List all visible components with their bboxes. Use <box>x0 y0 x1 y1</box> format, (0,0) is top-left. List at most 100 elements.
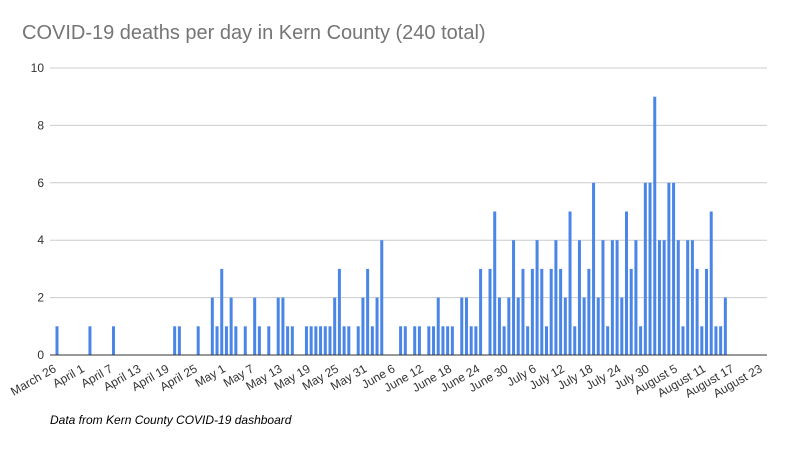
bar <box>304 326 308 355</box>
bar <box>337 268 341 355</box>
bar <box>662 240 666 355</box>
bar <box>596 297 600 355</box>
bar <box>450 326 454 355</box>
bar <box>643 182 647 355</box>
bar <box>573 326 577 355</box>
bar <box>620 297 624 355</box>
bar <box>559 268 563 355</box>
bar <box>370 326 374 355</box>
bar <box>639 326 643 355</box>
bar <box>441 326 445 355</box>
chart-title: COVID-19 deaths per day in Kern County (… <box>22 22 486 44</box>
bar <box>676 240 680 355</box>
bar <box>610 240 614 355</box>
bar <box>592 182 596 355</box>
bar <box>625 211 629 355</box>
bar <box>215 326 219 355</box>
bar <box>493 211 497 355</box>
y-axis-ticks: 0 2 4 6 8 10 <box>31 61 45 362</box>
bar <box>672 182 676 355</box>
bar <box>276 297 280 355</box>
bars <box>55 96 727 355</box>
bar <box>286 326 290 355</box>
bar <box>695 268 699 355</box>
bar <box>436 297 440 355</box>
bar <box>526 326 530 355</box>
y-tick-label: 2 <box>37 291 44 305</box>
bar <box>648 182 652 355</box>
bar <box>681 326 685 355</box>
bar <box>653 96 657 355</box>
bar <box>309 326 313 355</box>
bar <box>568 211 572 355</box>
bar <box>328 326 332 355</box>
bar <box>55 326 59 355</box>
bar <box>267 326 271 355</box>
bar <box>587 268 591 355</box>
bar <box>690 240 694 355</box>
bar <box>403 326 407 355</box>
bar <box>347 326 351 355</box>
bar <box>709 211 713 355</box>
bar <box>615 240 619 355</box>
bar <box>577 240 581 355</box>
bar <box>173 326 177 355</box>
bar <box>229 297 233 355</box>
bar <box>88 326 92 355</box>
bar <box>657 240 661 355</box>
bar <box>196 326 200 355</box>
bar <box>719 326 723 355</box>
bar <box>224 326 228 355</box>
source-note: Data from Kern County COVID-19 dashboard <box>50 413 292 427</box>
bar <box>544 326 548 355</box>
bar <box>507 297 511 355</box>
bar <box>535 240 539 355</box>
bar <box>723 297 727 355</box>
bar <box>281 297 285 355</box>
bar <box>549 268 553 355</box>
bar <box>290 326 294 355</box>
bar <box>516 297 520 355</box>
bar <box>111 326 115 355</box>
y-tick-label: 6 <box>37 176 44 190</box>
bar <box>257 326 261 355</box>
bar <box>399 326 403 355</box>
bar <box>460 297 464 355</box>
y-tick-label: 0 <box>37 348 44 362</box>
bar <box>629 268 633 355</box>
bar <box>563 297 567 355</box>
bar <box>521 268 525 355</box>
bar <box>361 297 365 355</box>
bar <box>700 326 704 355</box>
bar <box>413 326 417 355</box>
bar <box>417 326 421 355</box>
bar <box>342 326 346 355</box>
bar <box>497 297 501 355</box>
bar <box>314 326 318 355</box>
bar <box>667 182 671 355</box>
bar <box>243 326 247 355</box>
bar <box>333 297 337 355</box>
bar <box>366 268 370 355</box>
bar <box>469 326 473 355</box>
bar <box>530 268 534 355</box>
bar <box>488 268 492 355</box>
bar <box>446 326 450 355</box>
bar <box>234 326 238 355</box>
bar <box>177 326 181 355</box>
bar <box>319 326 323 355</box>
bar <box>356 326 360 355</box>
y-tick-label: 10 <box>31 61 45 75</box>
bar <box>253 297 257 355</box>
bar <box>540 268 544 355</box>
bar <box>479 268 483 355</box>
bar <box>220 268 224 355</box>
bar <box>686 240 690 355</box>
bar <box>582 297 586 355</box>
bar <box>502 326 506 355</box>
bar <box>380 240 384 355</box>
bar <box>427 326 431 355</box>
gridlines <box>50 67 767 299</box>
